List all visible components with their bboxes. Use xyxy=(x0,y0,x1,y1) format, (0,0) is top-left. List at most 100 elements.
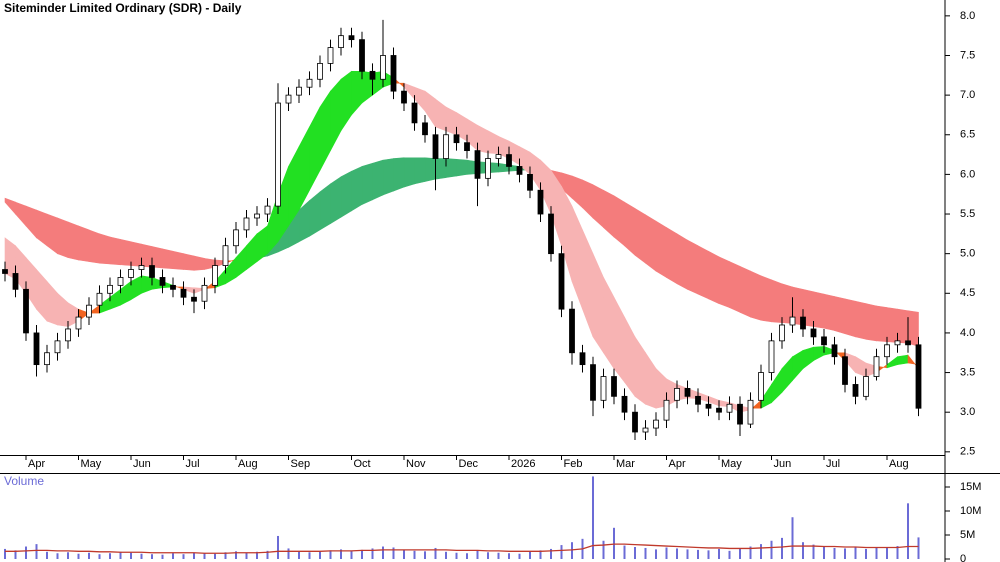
volume-bar xyxy=(319,551,321,559)
volume-bar xyxy=(539,550,542,559)
volume-title: Volume xyxy=(4,474,44,488)
ribbon-segment xyxy=(823,293,835,331)
candle-body xyxy=(233,229,239,247)
candle-body xyxy=(716,407,722,413)
ribbon-segment xyxy=(435,158,447,180)
volume-bar xyxy=(487,552,489,559)
x-tick-label: Nov xyxy=(406,458,426,470)
candle-body xyxy=(789,316,796,326)
volume-bar xyxy=(266,550,269,559)
volume-bar xyxy=(875,547,878,559)
candle-body xyxy=(873,356,880,377)
volume-bar xyxy=(644,547,647,559)
x-tick-label: Dec xyxy=(459,458,479,470)
volume-bar xyxy=(329,550,332,559)
volume-bar xyxy=(235,551,237,559)
y-tick-label: 7.5 xyxy=(960,49,975,61)
volume-bar xyxy=(151,554,153,559)
candle-body xyxy=(905,340,911,346)
volume-bar xyxy=(98,554,101,559)
volume-bar xyxy=(245,552,248,559)
candle-body xyxy=(768,340,775,373)
volume-bar xyxy=(676,548,678,559)
candle-body xyxy=(653,419,659,429)
volume-bar xyxy=(434,547,437,559)
volume-bar xyxy=(844,548,846,559)
x-tick-label: May xyxy=(81,458,102,470)
volume-bar xyxy=(14,550,17,559)
volume-bar xyxy=(56,553,59,559)
volume-bar xyxy=(203,553,206,559)
candle-body xyxy=(726,403,733,413)
x-tick-label: May xyxy=(721,458,742,470)
volume-bar xyxy=(655,549,657,559)
volume-bar xyxy=(823,547,825,559)
volume-bar xyxy=(77,553,80,559)
candle-body xyxy=(548,213,554,255)
volume-bar xyxy=(529,551,531,559)
candle-body xyxy=(23,288,29,334)
x-tick-label: Jul xyxy=(826,458,840,470)
candle-body xyxy=(537,189,544,215)
candle-body xyxy=(758,372,764,401)
candle-body xyxy=(894,340,901,346)
candle-body xyxy=(443,134,449,159)
x-tick-label: Jun xyxy=(774,458,792,470)
volume-bar xyxy=(791,517,794,559)
candle-body xyxy=(863,376,869,397)
ribbon-segment xyxy=(319,183,331,231)
x-tick-label: Apr xyxy=(28,458,45,470)
volume-bar xyxy=(749,546,752,559)
x-tick-label: Aug xyxy=(238,458,258,470)
ribbon-segment xyxy=(844,298,856,338)
volume-bar xyxy=(25,546,27,559)
candle-body xyxy=(800,316,806,330)
volume-bar xyxy=(760,544,762,559)
ribbon-segment xyxy=(624,201,636,256)
ribbon-segment xyxy=(120,239,132,266)
candle-body xyxy=(642,427,649,433)
candle-body xyxy=(33,332,40,366)
ribbon-segment xyxy=(424,157,436,182)
volume-bar xyxy=(445,551,447,559)
ribbon-segment xyxy=(372,159,384,201)
candle-body xyxy=(369,70,376,80)
y-tick-label: 5M xyxy=(960,529,975,541)
x-tick-label: Jun xyxy=(133,458,151,470)
volume-bar xyxy=(392,547,395,559)
volume-bar xyxy=(907,503,909,559)
candle-body xyxy=(180,288,187,298)
ribbon-segment xyxy=(393,157,405,192)
candle-body xyxy=(810,328,817,338)
candle-body xyxy=(348,35,355,41)
volume-bar xyxy=(382,546,384,559)
volume-bar xyxy=(728,550,731,559)
chart-title: Siteminder Limited Ordinary (SDR) - Dail… xyxy=(4,1,242,15)
ribbon-segment xyxy=(855,300,867,340)
ribbon-segment xyxy=(676,233,688,290)
volume-bar xyxy=(886,547,888,559)
candle-body xyxy=(296,86,302,96)
volume-bar xyxy=(371,548,374,559)
candle-body xyxy=(107,284,113,294)
ribbon-segment xyxy=(771,279,783,323)
candle-body xyxy=(117,277,124,286)
volume-bar xyxy=(707,550,710,559)
candle-body xyxy=(191,296,197,302)
candle-body xyxy=(485,158,491,179)
candle-body xyxy=(558,253,565,310)
ribbon-segment xyxy=(193,255,205,271)
candle-body xyxy=(600,376,607,401)
volume-bar xyxy=(224,552,227,559)
x-tick-label: Sep xyxy=(291,458,311,470)
candle-body xyxy=(359,39,365,72)
volume-bar xyxy=(361,549,363,559)
volume-bar xyxy=(424,551,426,559)
candle-body xyxy=(138,265,145,270)
ribbon-segment xyxy=(78,225,90,262)
candle-body xyxy=(842,356,848,385)
volume-bar xyxy=(497,552,500,559)
volume-bar xyxy=(634,547,636,559)
candle-body xyxy=(737,403,743,425)
volume-bar xyxy=(130,552,132,559)
